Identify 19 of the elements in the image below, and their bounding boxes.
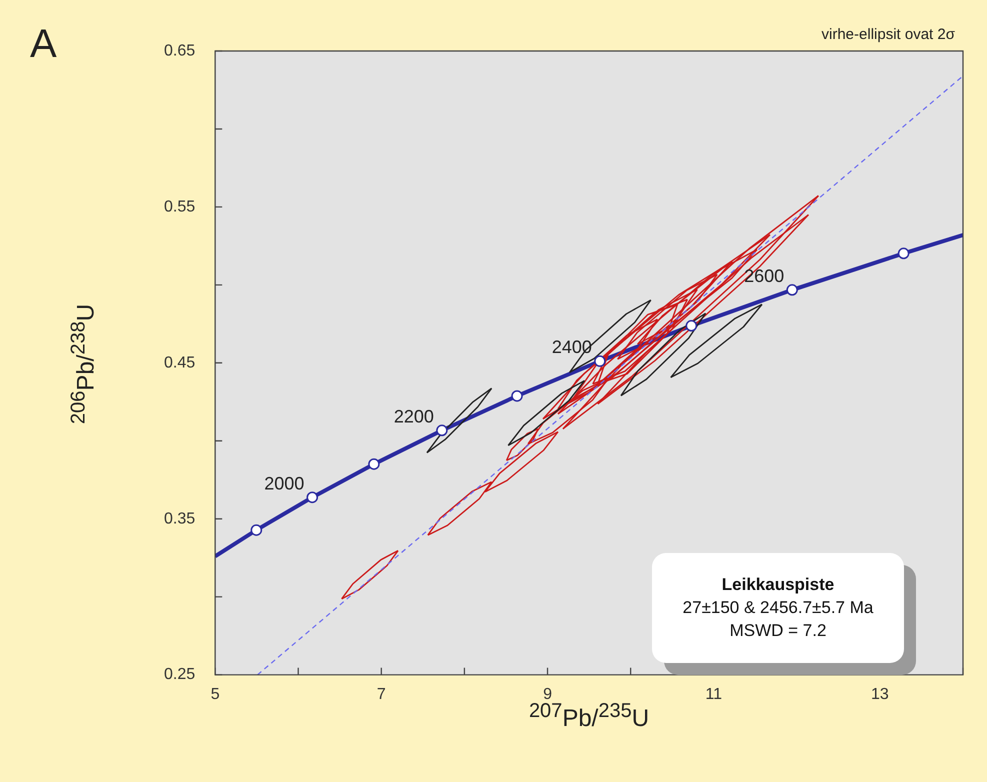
x-tick-label: 11 [705,686,722,703]
text: virhe-ellipsit ovat 2σ [822,26,955,43]
y-tick-label: 0.65 [164,42,196,60]
y-tick-label: 0.35 [164,510,196,528]
annotation: 27±150 & 2456.7±5.7 Ma [682,598,874,618]
text-box: Leikkauspiste 27±150 & 2456.7±5.7 Ma MSWD = 7.2 [652,553,904,663]
x-tick-label: 13 [871,686,889,703]
annotation: Leikkauspiste [720,575,836,595]
y-tick-label: 0.55 [164,198,196,216]
x-tick-label: 7 [376,686,386,703]
annotation: MSWD = 7.2 [728,621,828,641]
text: A [30,22,57,67]
x-axis-title: $^{207}$Pb/$^{235}$U [528,700,650,732]
annotation: 2000 [264,473,304,494]
annotation: 2200 [394,406,434,426]
x-tick-label: 9 [543,686,552,703]
y-tick-label: 0.45 [164,354,196,372]
x-tick-label: 5 [210,686,220,703]
y-tick-label: 0.25 [164,666,196,684]
